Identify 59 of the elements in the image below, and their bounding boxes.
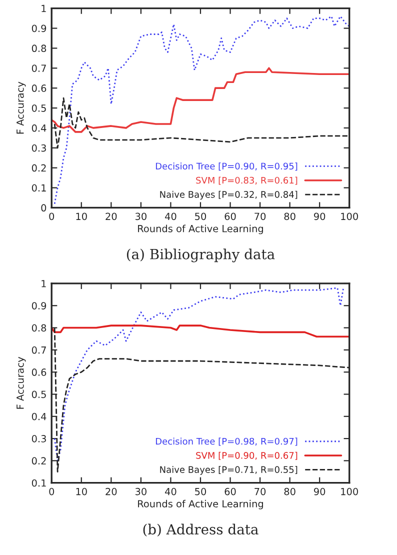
y-tick-label: 1 — [42, 280, 46, 288]
y-tick-label: 0.1 — [32, 184, 46, 192]
x-tick-label: 10 — [76, 488, 87, 496]
x-tick-label: 20 — [106, 488, 117, 496]
line-series — [52, 324, 350, 338]
y-tick-label: 0.6 — [32, 368, 46, 376]
legend-label: Naive Bayes [P=0.32, R=0.84] — [160, 190, 298, 200]
x-tick-label: 90 — [314, 488, 326, 496]
legend-label: SVM [P=0.90, R=0.67] — [196, 452, 298, 460]
y-tick-label: 0.3 — [32, 435, 46, 442]
x-tick-label: 100 — [341, 488, 358, 496]
y-tick-label: 0.8 — [32, 44, 46, 52]
y-tick-label: 0.5 — [32, 390, 46, 398]
x-tick-label: 70 — [254, 488, 266, 496]
x-tick-label: 50 — [195, 212, 206, 220]
y-tick-label: 0.1 — [32, 479, 46, 487]
x-tick-label: 0 — [49, 212, 54, 220]
x-tick-label: 90 — [314, 212, 326, 220]
line-series — [52, 67, 350, 133]
y-tick-label: 0.4 — [32, 412, 46, 420]
x-axis-title: Rounds of Active Learning — [138, 224, 263, 234]
line-series — [54, 16, 350, 204]
x-tick-label: 50 — [195, 488, 206, 496]
y-tick-label: 0.2 — [32, 164, 46, 172]
x-tick-label: 10 — [76, 212, 87, 220]
y-tick-label: 0.3 — [32, 144, 46, 152]
x-tick-label: 40 — [165, 488, 176, 496]
y-tick-label: 0.5 — [32, 104, 46, 112]
x-tick-label: 30 — [135, 488, 146, 496]
y-tick-label: 0 — [41, 204, 46, 212]
x-axis-title: Rounds of Active Learning — [138, 500, 263, 510]
x-tick-label: 60 — [224, 212, 236, 220]
text: (a) Bibliography data — [126, 248, 275, 262]
y-tick-label: 0.6 — [32, 84, 46, 92]
x-tick-label: 80 — [284, 488, 296, 496]
x-tick-label: 40 — [165, 212, 176, 220]
x-tick-label: 0 — [49, 488, 54, 496]
legend-label: Decision Tree [P=0.98, R=0.97] — [156, 438, 298, 446]
x-tick-label: 60 — [224, 488, 236, 496]
x-tick-label: 70 — [254, 212, 266, 220]
text: (b) Address data — [143, 524, 258, 536]
legend-label: Decision Tree [P=0.90, R=0.95] — [156, 162, 298, 171]
line-series — [54, 287, 344, 462]
x-tick-label: 80 — [284, 212, 296, 220]
y-tick-label: 0.8 — [32, 324, 46, 332]
y-tick-label: 0.7 — [32, 64, 46, 72]
legend-label: SVM [P=0.83, R=0.61] — [196, 176, 298, 185]
y-tick-label: 1 — [42, 4, 46, 12]
y-axis-title: F Accuracy — [16, 356, 26, 409]
y-tick-label: 0.4 — [32, 124, 46, 132]
x-tick-label: 20 — [106, 212, 117, 220]
y-tick-label: 0.7 — [32, 346, 46, 354]
x-tick-label: 100 — [341, 212, 358, 220]
y-tick-label: 0.9 — [32, 302, 46, 310]
x-tick-label: 30 — [135, 212, 146, 220]
y-tick-label: 0.9 — [32, 24, 46, 32]
legend-label: Naive Bayes [P=0.71, R=0.55] — [160, 466, 298, 475]
y-axis-title: F Accuracy — [16, 82, 26, 134]
y-tick-label: 0.2 — [32, 457, 46, 465]
